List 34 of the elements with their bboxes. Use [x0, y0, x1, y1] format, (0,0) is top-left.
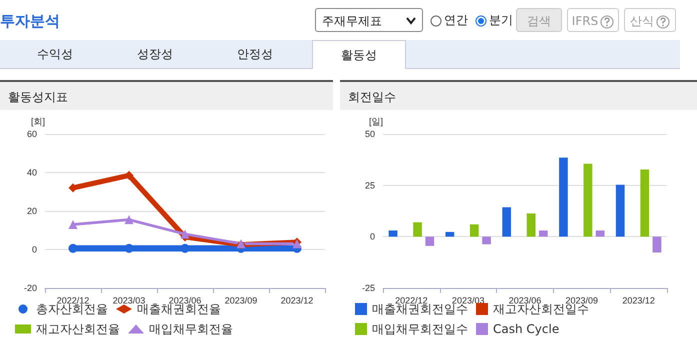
- text: 분기: [489, 13, 513, 27]
- text: 산식: [630, 14, 654, 28]
- y-tick-label: 20: [26, 206, 37, 216]
- y-axis-title: [회]: [30, 116, 45, 126]
- x-tick-label: 2023/06: [508, 296, 542, 306]
- y-tick-label: 60: [26, 129, 37, 139]
- y-tick-label: 25: [364, 180, 375, 190]
- y-tick-label: 40: [26, 168, 37, 178]
- y-tick-label: 0: [32, 244, 37, 254]
- text: 안정성: [236, 46, 274, 63]
- x-tick-label: 2023/09: [566, 296, 598, 306]
- legend-label: 재고자산회전율: [36, 322, 120, 336]
- legend-label: Cash Cycle: [493, 322, 560, 336]
- text: 투자분석: [0, 12, 60, 31]
- text: 검색: [527, 14, 551, 28]
- chart-title: 회전일수: [340, 80, 697, 110]
- chart-title: 활동성지표: [0, 80, 333, 110]
- legend-label: 매입채무회전율: [149, 322, 233, 336]
- text: 주재무제표: [322, 14, 382, 28]
- y-tick-label: -20: [24, 283, 37, 293]
- text: 연간: [444, 13, 468, 27]
- x-tick-label: 2023/12: [622, 296, 655, 306]
- x-tick-label: 2023/09: [224, 296, 258, 306]
- text: 성장성: [136, 46, 174, 63]
- x-tick-label: 2023/12: [280, 296, 314, 306]
- legend-label: 매입채무회전일수: [372, 322, 468, 336]
- x-tick-label: 2022/12: [56, 296, 90, 306]
- y-tick-label: -25: [362, 283, 375, 293]
- text: IFRS: [572, 14, 598, 28]
- y-tick-label: 50: [364, 129, 375, 139]
- y-tick-label: 0: [370, 232, 375, 242]
- text: 활동성: [312, 40, 406, 69]
- y-axis-title: [일]: [368, 116, 383, 126]
- text: 수익성: [36, 46, 74, 63]
